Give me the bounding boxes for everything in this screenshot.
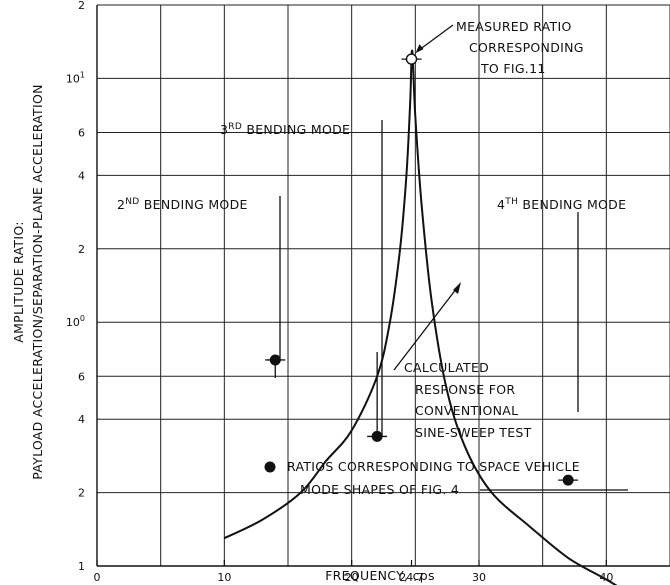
svg-text:CALCULATED: CALCULATED (404, 360, 489, 375)
y-tick-label: 2 (78, 0, 85, 12)
x-tick-label: 20 (345, 571, 359, 584)
y-tick-label: 4 (78, 413, 85, 426)
svg-text:SINE-SWEEP TEST: SINE-SWEEP TEST (415, 425, 532, 440)
svg-text:CORRESPONDING: CORRESPONDING (469, 40, 584, 55)
data-point (269, 354, 281, 366)
x-tick-label: 10 (217, 571, 231, 584)
y-tick-label: 2 (78, 487, 85, 500)
leader-measured (417, 24, 454, 52)
axes (96, 5, 670, 567)
svg-text:TO FIG.11: TO FIG.11 (480, 61, 546, 76)
y-tick-label: 1 (78, 560, 85, 573)
legend-text-line2: MODE SHAPES OF FIG. 4 (300, 482, 459, 497)
annotation-2nd-bending-mode: 2ND BENDING MODE (117, 197, 248, 212)
annotation-calculated-response: CALCULATED RESPONSE FOR CONVENTIONAL SIN… (404, 360, 532, 440)
leader-measured-arrowhead (415, 44, 424, 54)
leader-calculated-arrowhead (453, 282, 461, 294)
x-tick-label: 0 (94, 571, 101, 584)
data-point (371, 430, 383, 442)
data-point (562, 474, 574, 486)
svg-text:RESPONSE FOR: RESPONSE FOR (415, 382, 515, 397)
annotation-leaders (274, 24, 628, 491)
y-tick-label: 6 (78, 370, 85, 383)
legend-marker (264, 461, 276, 473)
x-tick-label: 24.7 (399, 571, 424, 584)
annotation-3rd-bending-mode: 3RD BENDING MODE (220, 122, 350, 137)
x-tick-label: 30 (472, 571, 486, 584)
y-tick-labels: 12461002461012461022 (66, 0, 85, 573)
svg-text:CONVENTIONAL: CONVENTIONAL (415, 403, 518, 418)
y-axis-label-line2: PAYLOAD ACCELERATION/SEPARATION-PLANE AC… (30, 84, 45, 480)
y-tick-label: 2 (78, 243, 85, 256)
y-axis-label-line1: AMPLITUDE RATIO: (11, 221, 26, 343)
y-tick-label: 101 (66, 70, 85, 85)
annotation-measured-ratio: MEASURED RATIO CORRESPONDING TO FIG.11 (456, 19, 584, 76)
x-axis-label: FREQUENCY, cps (325, 568, 435, 583)
legend: RATIOS CORRESPONDING TO SPACE VEHICLE MO… (264, 459, 580, 497)
svg-text:MEASURED RATIO: MEASURED RATIO (456, 19, 572, 34)
legend-text-line1: RATIOS CORRESPONDING TO SPACE VEHICLE (287, 459, 580, 474)
measured-point (405, 53, 418, 65)
leader-calculated (393, 283, 461, 371)
y-tick-label: 4 (78, 169, 85, 182)
annotation-4th-bending-mode: 4TH BENDING MODE (497, 197, 626, 212)
y-tick-label: 6 (78, 126, 85, 139)
y-tick-label: 100 (66, 314, 85, 329)
grid-lines (96, 4, 670, 566)
data-series (223, 49, 618, 585)
calculated-response-curve (223, 49, 618, 585)
